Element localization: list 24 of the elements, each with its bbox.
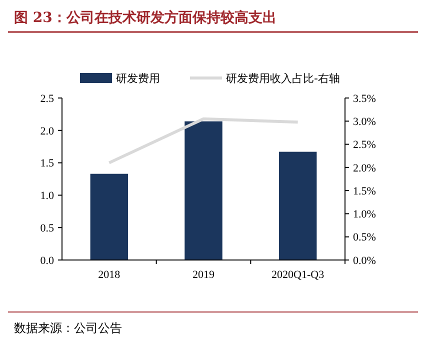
y-tick-label: 2.0 (40, 125, 54, 138)
bar (278, 152, 317, 260)
bar (90, 174, 128, 260)
legend-label: 研发费用收入占比-右轴 (226, 72, 340, 85)
y2-tick-label: 3.0% (353, 116, 376, 128)
legend-label: 研发费用 (116, 72, 160, 85)
y2-tick-label: 1.5% (353, 185, 376, 198)
source-note: 数据来源：公司公告 (14, 321, 122, 335)
y-tick-label: 1.5 (40, 158, 54, 170)
x-tick-label: 2020Q1-Q3 (272, 269, 325, 281)
y-tick-label: 1.0 (40, 190, 54, 202)
y2-tick-label: 3.5% (353, 92, 376, 105)
y-tick-label: 0.5 (40, 222, 54, 234)
x-tick-label: 2019 (192, 269, 215, 281)
bar (184, 121, 222, 260)
y2-tick-label: 2.5% (353, 139, 376, 152)
y2-tick-label: 0.0% (353, 254, 376, 267)
x-tick-label: 2018 (98, 269, 121, 281)
y2-tick-label: 2.0% (353, 162, 376, 174)
y2-tick-label: 0.5% (353, 232, 376, 244)
chart-title: 图 23：公司在技术研发方面保持较高支出 (14, 9, 276, 26)
y2-tick-label: 1.0% (353, 208, 376, 221)
y-tick-label: 2.5 (40, 92, 54, 105)
y-tick-label: 0.0 (40, 254, 54, 267)
